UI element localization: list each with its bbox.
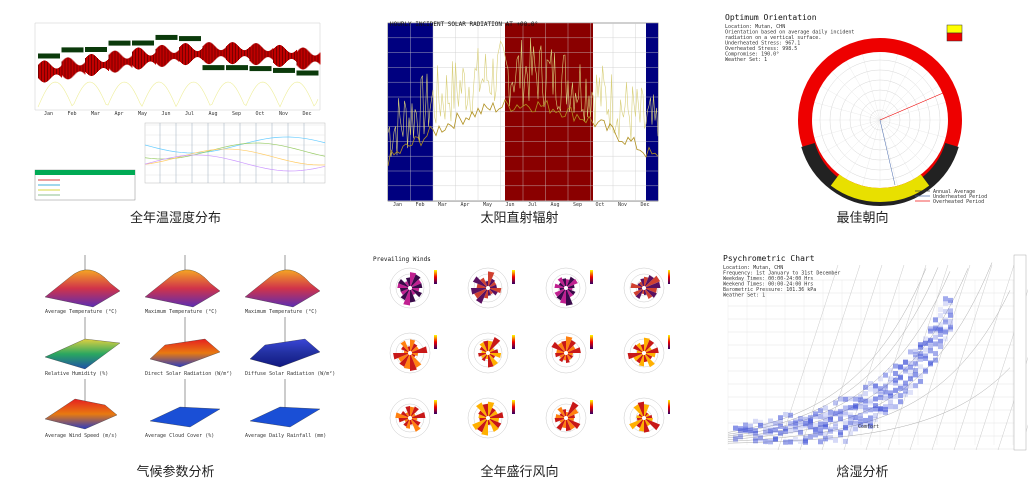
orientation-legend-item: Annual Average — [933, 189, 975, 195]
surface-plot: Maximum Temperature (°C) — [244, 255, 321, 315]
month-tick: Oct — [596, 202, 605, 207]
wind-rose — [623, 332, 670, 374]
month-tick: Dec — [641, 202, 650, 207]
wind-rose — [467, 332, 515, 374]
climate-params-grid: Average Temperature (°C) Maximum Temperat… — [35, 250, 335, 450]
orientation-info-line: Compromise: 190.0° — [725, 52, 779, 58]
month-tick: Sep — [573, 202, 582, 207]
psychro-title: Psychrometric Chart — [723, 254, 815, 263]
temp-humidity-panel: Jan Feb Mar Apr May Jun Jul Aug Sep Oct Nov Dec — [30, 15, 330, 205]
psychro-comfort-label: Comfort — [858, 424, 879, 430]
wind-rose — [545, 267, 593, 309]
orientation-info-line: Underheated Stress: 967.1 — [725, 41, 800, 47]
month-tick: Feb — [68, 111, 77, 117]
surface-plot: Average Cloud Cover (%) — [145, 379, 221, 439]
surface-plot: Maximum Temperature (°C) — [144, 255, 221, 315]
surface-label: Relative Humidity (%) — [45, 371, 108, 377]
wind-rose — [389, 267, 437, 309]
orientation-info-line: Weather Set: 1 — [725, 57, 767, 63]
surface-plot: Average Wind Speed (m/s) — [44, 379, 118, 439]
psychro-info-line: Weekday Times: 00:00-24:00 Hrs — [723, 276, 813, 282]
wind-rose — [623, 267, 670, 309]
orientation-info-line: radiation on a vertical surface. — [725, 35, 821, 41]
psychro-info-line: Location: Mutan, CHN — [723, 265, 783, 271]
winds-title: Prevailing Winds — [373, 256, 431, 263]
month-tick: Jan — [393, 202, 402, 207]
surface-label: Average Temperature (°C) — [45, 309, 117, 315]
surface-label: Direct Solar Radiation (W/m²) — [145, 371, 232, 377]
surface-label: Maximum Temperature (°C) — [245, 309, 317, 315]
month-tick: Jun — [162, 111, 171, 117]
psychro-info-line: Frequency: 1st January to 31st December — [723, 271, 840, 277]
orientation-info-line: Location: Mutan, CHN — [725, 24, 785, 30]
surface-label: Diffuse Solar Radiation (W/m²) — [245, 371, 335, 377]
temp-humidity-chart: Jan Feb Mar Apr May Jun Jul Aug Sep Oct Nov Dec — [30, 15, 330, 205]
solar-radiation-chart: HOURLY INCIDENT SOLAR RADIATION AT +00.0… — [373, 17, 665, 207]
month-tick: Nov — [618, 202, 627, 207]
winds-panel: Prevailing Winds — [370, 253, 670, 453]
wind-rose — [467, 397, 515, 439]
surface-label: Average Cloud Cover (%) — [145, 433, 214, 439]
psychro-chart: Psychrometric Chart Location: Mutan, CHN… — [718, 250, 1028, 460]
surface-plot: Average Temperature (°C) — [44, 255, 121, 315]
radiation-title: HOURLY INCIDENT SOLAR RADIATION AT +00.0… — [390, 21, 538, 28]
surface-plot: Relative Humidity (%) — [44, 317, 121, 377]
caption-solar-radiation: 太阳直射辐射 — [480, 211, 559, 226]
wind-rose — [389, 397, 437, 439]
month-tick: Apr — [115, 111, 124, 117]
psychro-info-line: Weekend Times: 00:00-24:00 Hrs — [723, 282, 813, 288]
psychro-panel: Psychrometric Chart Location: Mutan, CHN… — [718, 250, 1028, 460]
month-tick: Jun — [506, 202, 515, 207]
month-tick: Jul — [185, 111, 194, 117]
month-tick: Jul — [528, 202, 537, 207]
wind-rose — [623, 397, 670, 439]
month-tick: Mar — [91, 111, 100, 117]
month-tick: Nov — [279, 111, 288, 117]
surface-plot: Diffuse Solar Radiation (W/m²) — [245, 317, 335, 377]
month-tick: Oct — [256, 111, 265, 117]
wind-rose — [545, 332, 593, 374]
orientation-info-line: Overheated Stress: 998.5 — [725, 46, 797, 52]
caption-climate-params: 气候参数分析 — [136, 465, 215, 480]
caption-temp-humidity: 全年温湿度分布 — [129, 211, 221, 226]
month-tick: Dec — [303, 111, 312, 117]
month-tick: Mar — [438, 202, 447, 207]
caption-orientation: 最佳朝向 — [836, 211, 889, 226]
psychro-info-line: Weather Set: 1 — [723, 293, 765, 299]
month-tick: Aug — [209, 111, 218, 117]
psychro-density — [733, 296, 953, 445]
orientation-panel: Optimum Orientation Location: Mutan, CHN… — [715, 10, 1020, 210]
winds-grid: Prevailing Winds — [370, 253, 670, 453]
climate-params-panel: Average Temperature (°C) Maximum Temperat… — [35, 250, 335, 450]
month-tick: May — [138, 111, 147, 117]
surface-label: Maximum Temperature (°C) — [145, 309, 217, 315]
caption-psychro: 焓湿分析 — [836, 465, 889, 480]
orientation-ring-yellow — [830, 174, 930, 202]
surface-label: Average Wind Speed (m/s) — [45, 433, 117, 439]
month-tick: Apr — [461, 202, 470, 207]
wind-rose — [467, 267, 515, 309]
month-tick: Sep — [232, 111, 241, 117]
orientation-legend-item: Underheated Period — [933, 194, 987, 200]
orientation-title: Optimum Orientation — [725, 13, 817, 22]
surface-label: Average Daily Rainfall (mm) — [245, 433, 326, 439]
month-tick: Jan — [44, 111, 53, 117]
orientation-chart: Optimum Orientation Location: Mutan, CHN… — [715, 10, 1020, 210]
surface-plot: Direct Solar Radiation (W/m²) — [145, 317, 232, 377]
month-tick: May — [483, 202, 492, 207]
surface-plot: Average Daily Rainfall (mm) — [245, 379, 326, 439]
month-tick: Aug — [551, 202, 560, 207]
month-tick: Feb — [416, 202, 425, 207]
wind-rose — [389, 332, 437, 374]
psychro-info-line: Barometric Pressure: 101.36 kPa — [723, 287, 816, 293]
wind-rose — [545, 397, 593, 439]
solar-radiation-panel: HOURLY INCIDENT SOLAR RADIATION AT +00.0… — [373, 17, 665, 207]
orientation-info-line: Orientation based on average daily incid… — [725, 30, 854, 36]
caption-winds: 全年盛行风向 — [480, 465, 559, 480]
orientation-legend-item: Overheated Period — [933, 199, 984, 205]
